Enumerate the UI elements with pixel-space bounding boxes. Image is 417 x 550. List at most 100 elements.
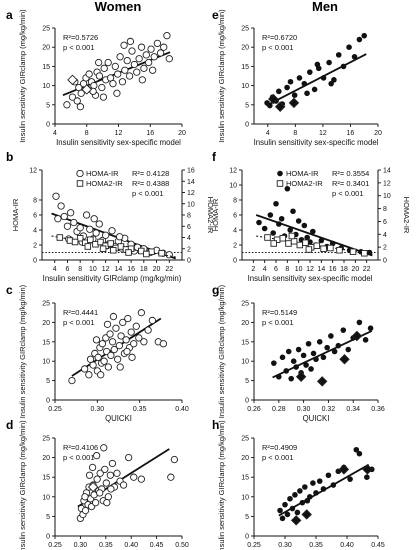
x-tick-label: 0.40 bbox=[340, 542, 354, 549]
x-tick-label: 16 bbox=[146, 130, 154, 137]
data-point bbox=[89, 361, 97, 369]
y-tick-label: 10 bbox=[241, 83, 249, 90]
legend-marker bbox=[76, 169, 84, 178]
data-point bbox=[115, 233, 124, 241]
y-tick-label: 0 bbox=[233, 258, 237, 265]
data-point bbox=[137, 475, 146, 483]
stat-annotation: p < 0.001 bbox=[132, 189, 164, 198]
panel-label-e: e bbox=[212, 8, 219, 22]
panel-e: 4 8 12 16 20 0 5 10 15 20 25 Insulin sensitivity se… bbox=[217, 9, 382, 147]
x-tick-label: 4 bbox=[266, 130, 270, 137]
data-point bbox=[304, 90, 310, 97]
data-point bbox=[120, 41, 128, 49]
data-point bbox=[130, 60, 139, 69]
stat-annotation: p < 0.001 bbox=[262, 453, 294, 462]
data-point bbox=[264, 234, 271, 241]
x-tick-label: 8 bbox=[293, 130, 297, 137]
data-point bbox=[345, 346, 352, 353]
panel-label-f: f bbox=[212, 150, 217, 164]
x-tick-label: 0.25 bbox=[247, 542, 261, 549]
x-tick-label: 0.45 bbox=[150, 542, 164, 549]
data-point bbox=[361, 32, 368, 39]
data-point bbox=[119, 318, 127, 327]
data-point bbox=[106, 471, 115, 479]
data-point bbox=[99, 245, 107, 252]
stat-annotation: R²=0.5726 bbox=[63, 33, 98, 42]
data-point bbox=[88, 463, 97, 472]
data-point bbox=[316, 478, 323, 484]
y-tick-label-right: 6 bbox=[187, 224, 191, 231]
data-point bbox=[340, 327, 347, 333]
x-tick-label: 10 bbox=[89, 266, 97, 273]
data-point bbox=[362, 337, 369, 343]
data-point bbox=[101, 465, 109, 474]
data-point bbox=[284, 511, 291, 518]
y-tick-label: 0 bbox=[46, 122, 50, 129]
data-point bbox=[122, 336, 130, 344]
legend-r2: R²= 0.3554 bbox=[332, 169, 369, 178]
x-tick-label: 10 bbox=[295, 266, 303, 273]
data-point bbox=[313, 242, 321, 249]
stat-annotation: R²=0.6720 bbox=[262, 33, 297, 42]
data-point bbox=[106, 330, 114, 338]
data-point bbox=[82, 211, 91, 219]
data-point bbox=[364, 474, 370, 481]
data-point bbox=[276, 221, 282, 227]
data-point bbox=[92, 336, 101, 344]
data-point bbox=[320, 354, 327, 361]
data-point bbox=[296, 241, 304, 249]
data-point bbox=[81, 493, 89, 501]
y-tick-label: 0 bbox=[245, 398, 249, 405]
data-point bbox=[340, 63, 347, 70]
x-tick-label: 0.25 bbox=[48, 542, 62, 549]
data-point bbox=[54, 215, 62, 223]
data-point bbox=[113, 469, 121, 477]
data-point bbox=[347, 476, 353, 482]
data-point bbox=[140, 338, 148, 346]
data-point bbox=[148, 66, 157, 74]
y-tick-label: 20 bbox=[241, 45, 249, 52]
data-point bbox=[290, 358, 297, 365]
x-tick-label: 0.32 bbox=[322, 406, 336, 413]
data-point bbox=[108, 338, 117, 346]
y-tick-label: 25 bbox=[42, 26, 50, 33]
stat-annotation: R²=0.4441 bbox=[63, 308, 98, 317]
data-point bbox=[295, 346, 302, 353]
data-point bbox=[57, 202, 65, 210]
data-point bbox=[160, 43, 168, 51]
data-point bbox=[296, 75, 303, 81]
x-tick-label: 20 bbox=[351, 266, 359, 273]
data-point bbox=[305, 340, 312, 347]
x-tick-label: 4 bbox=[263, 266, 267, 273]
legend-r2: R²= 0.4388 bbox=[132, 179, 169, 188]
data-point bbox=[300, 352, 307, 359]
data-point bbox=[81, 506, 90, 515]
data-point bbox=[117, 332, 125, 340]
data-point bbox=[325, 472, 332, 479]
y-tick-label-right: 14 bbox=[383, 168, 391, 175]
x-tick-label: 20 bbox=[178, 130, 186, 137]
y-tick-label: 10 bbox=[42, 494, 50, 501]
data-point bbox=[148, 316, 157, 325]
data-point bbox=[133, 68, 141, 76]
data-point bbox=[311, 86, 318, 93]
regression-line bbox=[265, 53, 367, 107]
x-tick-label: 12 bbox=[115, 130, 123, 137]
y-tick-label: 0 bbox=[245, 534, 249, 541]
y-tick-label: 8 bbox=[33, 198, 37, 205]
legend-label: HOMA2-IR bbox=[286, 179, 323, 188]
data-point bbox=[116, 363, 124, 371]
data-point bbox=[156, 49, 165, 57]
y-axis-label: Insulin sensitivity GIRclamp (mg/kg/min) bbox=[217, 420, 226, 550]
data-point bbox=[307, 494, 313, 500]
data-point bbox=[308, 366, 314, 372]
data-point bbox=[124, 314, 132, 323]
data-point bbox=[142, 51, 150, 59]
data-point bbox=[313, 490, 319, 496]
x-axis-label: Insulin sensitivity GIRclamp (mg/kg/min) bbox=[43, 274, 182, 283]
data-point bbox=[77, 89, 85, 97]
data-point bbox=[85, 471, 94, 479]
stat-annotation: R²=0.5149 bbox=[262, 308, 297, 317]
data-point bbox=[349, 248, 357, 255]
data-point bbox=[328, 80, 334, 87]
